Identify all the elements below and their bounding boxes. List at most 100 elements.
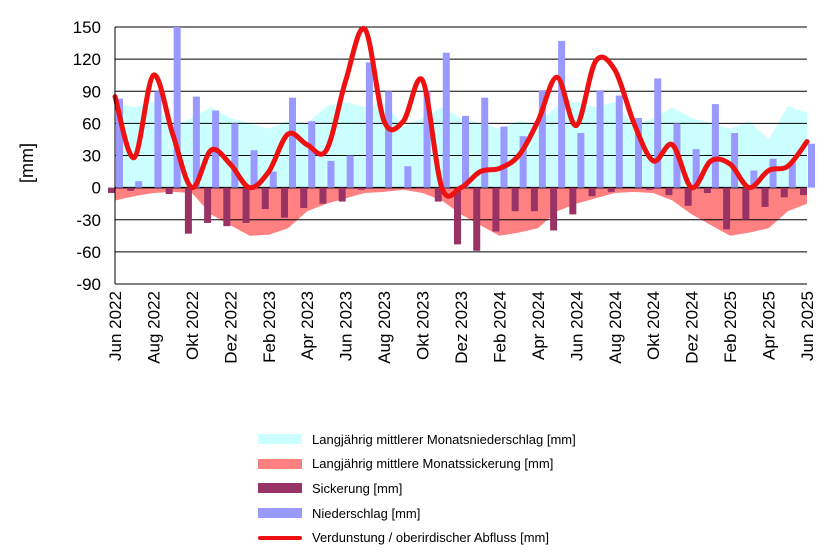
bar-precipitation: [750, 170, 758, 188]
legend-label: Langjährig mittlere Monatssickerung [mm]: [312, 456, 554, 472]
legend-item-long-term-precipitation: Langjährig mittlerer Monatsniederschlag …: [258, 427, 678, 452]
bar-seepage: [588, 187, 596, 197]
line-evaporation: [112, 25, 810, 199]
bar-seepage: [800, 187, 807, 196]
x-tick-label: Feb 2023: [260, 291, 279, 363]
bar-seepage: [473, 187, 481, 251]
bar-seepage: [742, 187, 750, 220]
bar-seepage: [761, 187, 769, 207]
x-tick-label: Aug 2023: [375, 291, 394, 364]
legend-swatch-seepage: [258, 483, 302, 494]
bar-precipitation: [192, 96, 200, 188]
bar-precipitation: [481, 97, 489, 188]
bar-precipitation: [692, 149, 700, 188]
legend-item-evaporation: Verdunstung / oberirdischer Abfluss [mm]: [258, 525, 678, 550]
legend-swatch-precipitation: [258, 508, 302, 519]
x-tick-label: Feb 2025: [721, 291, 740, 363]
bar-precipitation: [577, 133, 585, 188]
bar-seepage: [454, 187, 461, 245]
bar-precipitation: [596, 90, 604, 188]
bar-seepage: [108, 187, 115, 193]
y-tick-label: 150: [73, 18, 101, 37]
bar-seepage: [357, 187, 365, 190]
bar-precipitation: [462, 115, 469, 188]
bar-precipitation: [365, 62, 373, 188]
x-tick-label: Feb 2024: [490, 291, 509, 363]
bar-seepage: [703, 187, 711, 193]
bar-precipitation: [519, 136, 527, 188]
axes: 150 120 90 60 30 0 -30 -60 -90 Jun 2022 Aug 2022 Ok…: [73, 18, 817, 364]
legend-swatch-evaporation: [258, 535, 302, 540]
bar-precipitation: [423, 91, 431, 188]
bar-seepage: [184, 187, 192, 234]
y-tick-label: -30: [76, 211, 101, 230]
bar-seepage: [261, 187, 269, 210]
bar-precipitation: [173, 27, 181, 188]
x-tick-label: Dez 2024: [683, 291, 702, 364]
bar-precipitation: [308, 121, 316, 188]
bar-precipitation: [711, 104, 719, 188]
bar-seepage: [569, 187, 577, 215]
y-tick-label: 120: [73, 50, 101, 69]
bar-seepage: [415, 187, 423, 189]
bar-precipitation: [615, 95, 623, 188]
bar-precipitation: [135, 181, 143, 188]
bar-seepage: [338, 187, 346, 202]
bar-precipitation: [250, 150, 258, 188]
bars: [108, 27, 815, 251]
legend: Langjährig mittlerer Monatsniederschlag …: [258, 427, 678, 550]
legend-label: Niederschlag [mm]: [312, 505, 421, 521]
legend-swatch-long-term-seepage: [258, 458, 302, 469]
bar-seepage: [492, 187, 500, 232]
legend-swatch-long-term-precipitation: [258, 434, 302, 445]
bar-seepage: [607, 187, 615, 192]
y-tick-label: 30: [82, 147, 101, 166]
bar-precipitation: [654, 78, 662, 188]
bar-precipitation: [385, 91, 393, 188]
x-tick-label: Dez 2022: [221, 291, 240, 364]
x-tick-label: Okt 2024: [644, 291, 663, 360]
bar-precipitation: [346, 155, 354, 188]
legend-item-precipitation: Niederschlag [mm]: [258, 501, 678, 526]
bar-precipitation: [116, 98, 123, 188]
x-tick-label: Jun 2025: [798, 291, 817, 361]
bar-seepage: [165, 187, 173, 195]
bar-precipitation: [404, 166, 412, 188]
x-tick-label: Aug 2024: [606, 291, 625, 364]
y-tick-label: 60: [82, 114, 101, 133]
bar-seepage: [242, 187, 250, 223]
x-tick-label: Apr 2025: [760, 291, 779, 360]
bar-precipitation: [154, 91, 162, 188]
bar-precipitation: [327, 160, 335, 188]
y-axis-label: [mm]: [17, 143, 37, 183]
bar-seepage: [204, 187, 212, 223]
bar-precipitation: [808, 143, 815, 188]
bar-seepage: [530, 187, 538, 212]
y-tick-label: -60: [76, 243, 101, 262]
bar-seepage: [723, 187, 731, 230]
bar-seepage: [684, 187, 692, 206]
y-tick-label: 0: [92, 179, 101, 198]
bar-precipitation: [635, 118, 642, 188]
evaporation-line: [112, 25, 810, 199]
bar-seepage: [434, 187, 442, 202]
bar-precipitation: [269, 171, 277, 188]
bar-precipitation: [289, 97, 296, 188]
bar-seepage: [300, 187, 308, 208]
bar-seepage: [511, 187, 519, 212]
x-tick-label: Aug 2022: [144, 291, 163, 364]
bar-precipitation: [500, 126, 508, 188]
legend-label: Langjährig mittlerer Monatsniederschlag …: [312, 431, 576, 447]
y-tick-label: 90: [82, 82, 101, 101]
bar-seepage: [223, 187, 231, 227]
legend-item-seepage: Sickerung [mm]: [258, 476, 678, 501]
bar-seepage: [550, 187, 558, 231]
x-tick-label: Apr 2023: [298, 291, 317, 360]
x-tick-label: Jun 2024: [567, 291, 586, 361]
legend-item-long-term-seepage: Langjährig mittlere Monatssickerung [mm]: [258, 452, 678, 477]
bar-seepage: [319, 187, 327, 204]
legend-label: Sickerung [mm]: [312, 480, 403, 496]
bar-seepage: [646, 187, 654, 190]
bar-precipitation: [731, 133, 739, 188]
bar-seepage: [281, 187, 288, 218]
